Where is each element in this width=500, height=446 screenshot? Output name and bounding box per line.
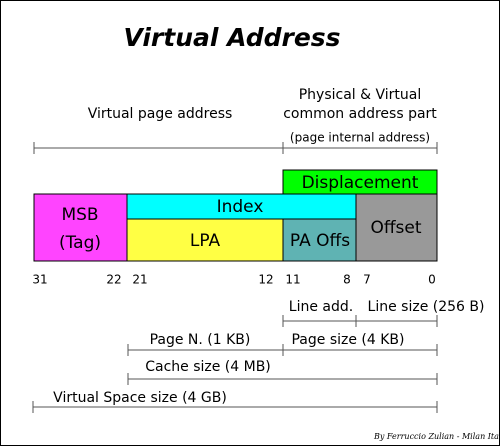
field-box	[33, 193, 128, 262]
field-label: Index	[217, 197, 264, 217]
field-box	[126, 218, 284, 262]
bit-number: 22	[106, 273, 121, 287]
field-box	[355, 193, 438, 262]
size-label: Line add.	[289, 299, 353, 315]
field-label: Offset	[370, 218, 421, 238]
size-label: Line size (256 B)	[368, 299, 485, 315]
bit-number: 7	[363, 273, 371, 287]
label: common address part	[283, 106, 437, 122]
dimension-lines	[32, 315, 438, 413]
bit-number: 21	[132, 273, 147, 287]
field-label: PA Offs	[290, 231, 350, 251]
size-label: Cache size (4 MB)	[145, 359, 271, 375]
field-box	[282, 218, 357, 262]
field-label: (Tag)	[59, 233, 101, 253]
label: (page internal address)	[290, 131, 430, 145]
bit-number: 11	[285, 273, 300, 287]
span-line	[33, 142, 438, 154]
bit-number: 12	[258, 273, 273, 287]
field-box	[126, 193, 357, 220]
size-label: Page size (4 KB)	[291, 332, 404, 348]
bit-number: 0	[428, 273, 436, 287]
title: Virtual Address	[123, 23, 340, 52]
label: Virtual page address	[88, 106, 233, 122]
field-label: Displacement	[302, 173, 419, 193]
size-label: Page N. (1 KB)	[150, 332, 251, 348]
bit-number: 31	[32, 273, 47, 287]
footer: By Ferruccio Zulian - Milan Italy	[373, 432, 500, 441]
field-label: MSB	[61, 205, 98, 225]
field-label: LPA	[190, 231, 221, 251]
size-label: Virtual Space size (4 GB)	[53, 390, 227, 406]
label: Physical & Virtual	[299, 87, 422, 103]
bit-number: 8	[343, 273, 351, 287]
